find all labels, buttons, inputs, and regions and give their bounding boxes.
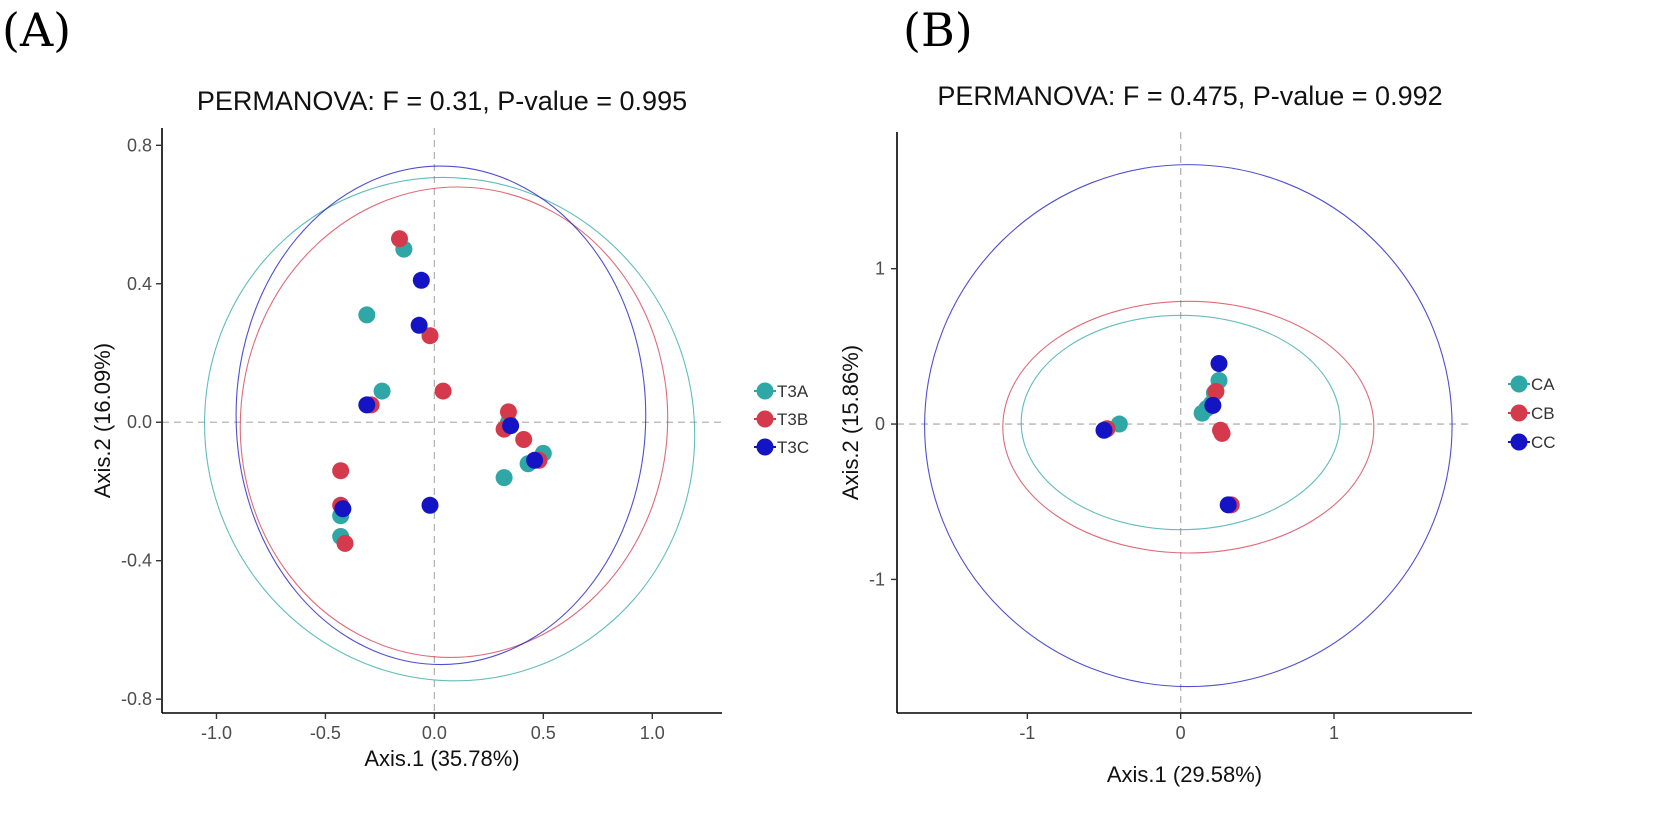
data-point-t3c bbox=[526, 451, 544, 469]
y-tick-label: -0.8 bbox=[121, 689, 152, 709]
legend: CA CB CC bbox=[1508, 375, 1556, 452]
data-point-t3a bbox=[358, 306, 376, 324]
data-point-cc bbox=[1210, 354, 1228, 372]
confidence-ellipse-cb bbox=[1002, 300, 1375, 554]
panel-label: (B) bbox=[903, 3, 973, 57]
data-point-t3b bbox=[499, 403, 517, 421]
y-tick-label: -0.4 bbox=[121, 551, 152, 571]
legend-label: CC bbox=[1531, 433, 1556, 452]
data-point-cc bbox=[1219, 496, 1237, 514]
y-tick-label: 0.8 bbox=[127, 135, 152, 155]
x-tick-label: 1 bbox=[1329, 723, 1339, 743]
data-point-t3b bbox=[421, 327, 439, 345]
y-tick-label: -1 bbox=[869, 569, 885, 589]
data-point-cc bbox=[1095, 421, 1113, 439]
legend-label: T3B bbox=[777, 410, 808, 429]
legend-key-marker bbox=[756, 410, 774, 428]
confidence-ellipse-t3a bbox=[204, 176, 696, 682]
legend: T3A T3B T3C bbox=[754, 382, 809, 457]
confidence-ellipse-t3c bbox=[235, 165, 647, 666]
x-tick-label: 1.0 bbox=[640, 723, 665, 743]
legend-label: CA bbox=[1531, 375, 1555, 394]
legend-label: T3A bbox=[777, 382, 809, 401]
chart-title: PERMANOVA: F = 0.31, P-value = 0.995 bbox=[197, 86, 687, 116]
panel-label: (A) bbox=[2, 3, 71, 57]
data-point-cc bbox=[1204, 396, 1222, 414]
legend-key-marker bbox=[1510, 433, 1528, 451]
data-point-cb bbox=[1207, 382, 1225, 400]
data-point-t3c bbox=[421, 496, 439, 514]
data-point-t3c bbox=[358, 396, 376, 414]
x-tick-label: 0.5 bbox=[531, 723, 556, 743]
y-tick-label: 1 bbox=[875, 259, 885, 279]
data-point-t3b bbox=[391, 230, 409, 248]
legend-label: CB bbox=[1531, 404, 1555, 423]
y-axis-label: Axis.2 (16.09%) bbox=[90, 343, 115, 498]
x-tick-label: -0.5 bbox=[310, 723, 341, 743]
data-point-t3b bbox=[434, 382, 452, 400]
data-point-t3c bbox=[410, 316, 428, 334]
data-point-t3a bbox=[495, 469, 513, 487]
legend-key-marker bbox=[1510, 404, 1528, 422]
y-tick-label: 0.0 bbox=[127, 412, 152, 432]
x-axis-label: Axis.1 (35.78%) bbox=[364, 746, 519, 771]
data-point-cb bbox=[1213, 424, 1231, 442]
x-tick-label: 0.0 bbox=[422, 723, 447, 743]
y-tick-label: 0 bbox=[875, 414, 885, 434]
x-axis-label: Axis.1 (29.58%) bbox=[1107, 762, 1262, 787]
y-axis-label: Axis.2 (15.86%) bbox=[838, 345, 863, 500]
x-tick-label: -1 bbox=[1019, 723, 1035, 743]
x-tick-label: -1.0 bbox=[201, 723, 232, 743]
confidence-ellipse-cc bbox=[924, 164, 1453, 688]
x-tick-label: 0 bbox=[1176, 723, 1186, 743]
data-point-t3b bbox=[336, 534, 354, 552]
chart-panel-a: (A) PERMANOVA: F = 0.31, P-value = 0.995 -… bbox=[2, 3, 809, 771]
data-point-t3c bbox=[412, 271, 430, 289]
confidence-ellipse-t3b bbox=[239, 186, 669, 659]
data-point-t3c bbox=[334, 500, 352, 518]
legend-key-marker bbox=[756, 438, 774, 456]
legend-key-marker bbox=[1510, 375, 1528, 393]
legend-label: T3C bbox=[777, 438, 809, 457]
data-point-t3b bbox=[332, 462, 350, 480]
chart-panel-b: (B) PERMANOVA: F = 0.475, P-value = 0.992… bbox=[838, 3, 1556, 787]
confidence-ellipse-ca bbox=[1020, 314, 1341, 531]
data-point-t3c bbox=[502, 417, 520, 435]
data-point-t3a bbox=[373, 382, 391, 400]
y-tick-label: 0.4 bbox=[127, 274, 152, 294]
chart-title: PERMANOVA: F = 0.475, P-value = 0.992 bbox=[937, 81, 1442, 111]
legend-key-marker bbox=[756, 382, 774, 400]
data-point-t3b bbox=[515, 431, 533, 449]
